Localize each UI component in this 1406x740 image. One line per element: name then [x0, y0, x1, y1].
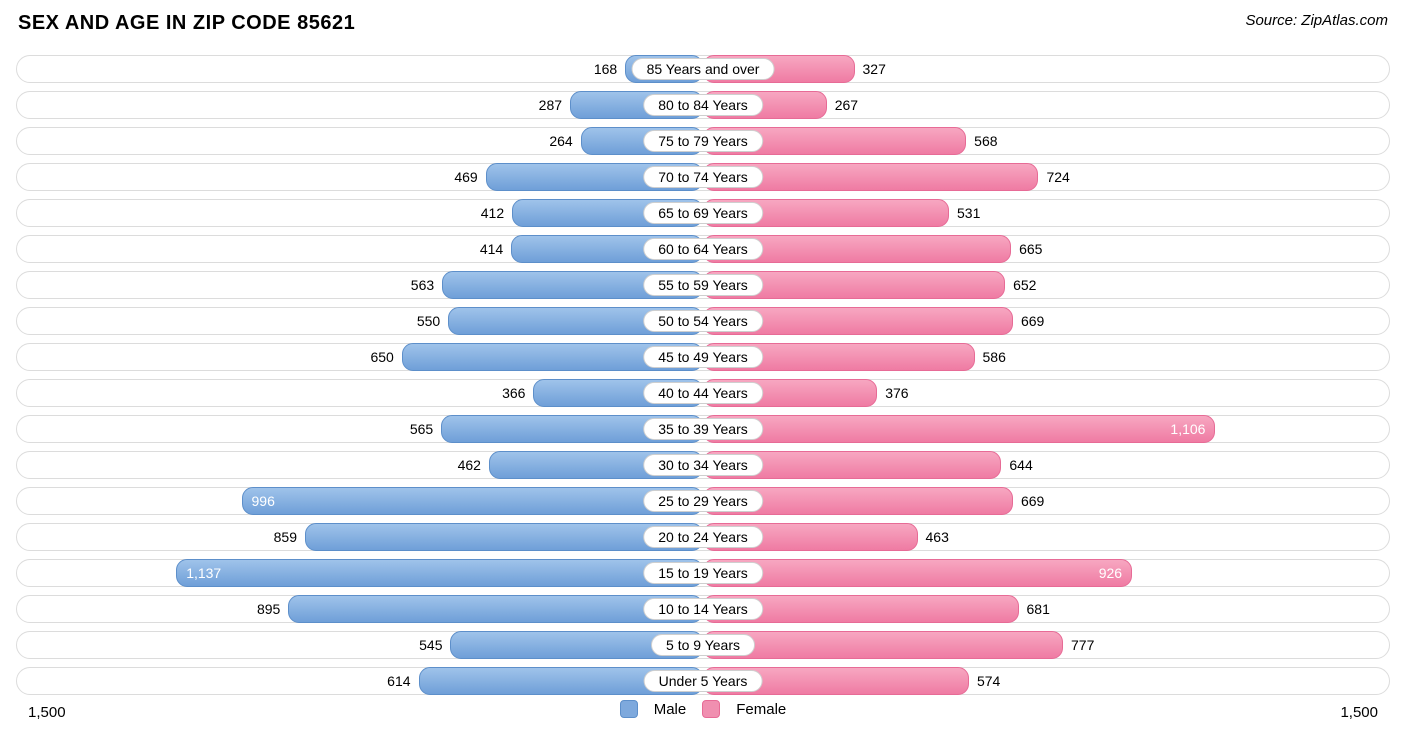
pyramid-row: 414 665 60 to 64 Years	[8, 232, 1398, 266]
axis-left-max: 1,500	[28, 704, 66, 721]
age-category-label: 55 to 59 Years	[643, 274, 763, 296]
age-category-label: Under 5 Years	[644, 670, 763, 692]
pyramid-row: 264 568 75 to 79 Years	[8, 124, 1398, 158]
female-bar	[703, 631, 1063, 659]
pyramid-row: 996 669 25 to 29 Years	[8, 484, 1398, 518]
age-category-label: 45 to 49 Years	[643, 346, 763, 368]
axis-right-max: 1,500	[1340, 704, 1378, 721]
pyramid-row: 614 574 Under 5 Years	[8, 664, 1398, 698]
age-category-label: 20 to 24 Years	[643, 526, 763, 548]
age-category-label: 50 to 54 Years	[643, 310, 763, 332]
male-value: 895	[257, 601, 280, 617]
population-pyramid: 168 327 85 Years and over 287 267 80 to 84 Ye…	[0, 50, 1406, 698]
female-value: 568	[974, 133, 997, 149]
male-value: 287	[539, 97, 562, 113]
chart-title: SEX AND AGE IN ZIP CODE 85621	[18, 12, 355, 35]
male-value: 462	[458, 457, 481, 473]
male-value: 996	[252, 493, 275, 509]
age-category-label: 85 Years and over	[632, 58, 775, 80]
age-category-label: 40 to 44 Years	[643, 382, 763, 404]
age-category-label: 75 to 79 Years	[643, 130, 763, 152]
male-bar	[176, 559, 703, 587]
age-category-label: 80 to 84 Years	[643, 94, 763, 116]
male-value: 650	[370, 349, 393, 365]
female-value: 531	[957, 205, 980, 221]
male-value: 1,137	[186, 565, 221, 581]
pyramid-row: 412 531 65 to 69 Years	[8, 196, 1398, 230]
male-value: 264	[549, 133, 572, 149]
male-value: 414	[480, 241, 503, 257]
female-value: 724	[1046, 169, 1069, 185]
pyramid-row: 469 724 70 to 74 Years	[8, 160, 1398, 194]
age-category-label: 30 to 34 Years	[643, 454, 763, 476]
pyramid-row: 168 327 85 Years and over	[8, 52, 1398, 86]
male-value: 545	[419, 637, 442, 653]
pyramid-row: 563 652 55 to 59 Years	[8, 268, 1398, 302]
female-value: 586	[983, 349, 1006, 365]
age-category-label: 15 to 19 Years	[643, 562, 763, 584]
pyramid-row: 1,137 926 15 to 19 Years	[8, 556, 1398, 590]
female-value: 665	[1019, 241, 1042, 257]
age-category-label: 25 to 29 Years	[643, 490, 763, 512]
pyramid-row: 462 644 30 to 34 Years	[8, 448, 1398, 482]
female-value: 327	[863, 61, 886, 77]
female-value: 926	[1099, 565, 1122, 581]
male-value: 168	[594, 61, 617, 77]
female-value: 777	[1071, 637, 1094, 653]
x-axis: 1,500 1,500	[0, 700, 1406, 721]
pyramid-row: 859 463 20 to 24 Years	[8, 520, 1398, 554]
male-value: 366	[502, 385, 525, 401]
female-value: 1,106	[1170, 421, 1205, 437]
female-value: 574	[977, 673, 1000, 689]
pyramid-row: 287 267 80 to 84 Years	[8, 88, 1398, 122]
male-value: 412	[481, 205, 504, 221]
male-bar	[288, 595, 703, 623]
pyramid-row: 895 681 10 to 14 Years	[8, 592, 1398, 626]
female-value: 644	[1009, 457, 1032, 473]
male-value: 614	[387, 673, 410, 689]
male-value: 563	[411, 277, 434, 293]
male-value: 565	[410, 421, 433, 437]
male-value: 859	[274, 529, 297, 545]
pyramid-row: 550 669 50 to 54 Years	[8, 304, 1398, 338]
female-value: 652	[1013, 277, 1036, 293]
female-value: 669	[1021, 313, 1044, 329]
female-bar	[703, 559, 1132, 587]
age-category-label: 65 to 69 Years	[643, 202, 763, 224]
male-bar	[242, 487, 703, 515]
female-value: 376	[885, 385, 908, 401]
male-value: 469	[454, 169, 477, 185]
female-bar	[703, 415, 1215, 443]
female-value: 463	[926, 529, 949, 545]
age-category-label: 35 to 39 Years	[643, 418, 763, 440]
pyramid-row: 650 586 45 to 49 Years	[8, 340, 1398, 374]
female-value: 681	[1027, 601, 1050, 617]
age-category-label: 10 to 14 Years	[643, 598, 763, 620]
pyramid-row: 366 376 40 to 44 Years	[8, 376, 1398, 410]
age-category-label: 60 to 64 Years	[643, 238, 763, 260]
pyramid-row: 565 1,106 35 to 39 Years	[8, 412, 1398, 446]
age-category-label: 5 to 9 Years	[651, 634, 755, 656]
male-value: 550	[417, 313, 440, 329]
pyramid-row: 545 777 5 to 9 Years	[8, 628, 1398, 662]
age-category-label: 70 to 74 Years	[643, 166, 763, 188]
source-attribution: Source: ZipAtlas.com	[1245, 12, 1388, 29]
female-value: 267	[835, 97, 858, 113]
female-value: 669	[1021, 493, 1044, 509]
